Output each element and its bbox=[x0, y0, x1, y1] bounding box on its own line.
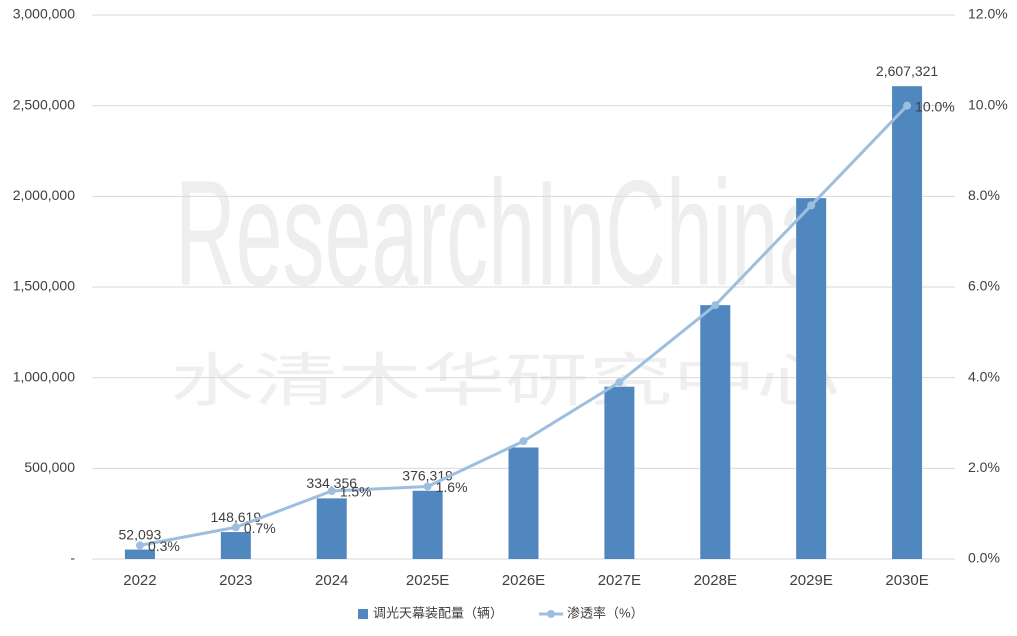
bar bbox=[124, 549, 155, 559]
y-tick-label: 500,000 bbox=[24, 459, 75, 475]
data-label: 2,607,321 bbox=[876, 63, 938, 79]
y2-tick-label: 2.0% bbox=[968, 459, 1000, 475]
x-tick-label: 2024 bbox=[315, 572, 348, 589]
line-marker bbox=[135, 541, 144, 550]
line-marker bbox=[615, 378, 624, 387]
y-tick-label: 1,500,000 bbox=[13, 278, 75, 294]
x-tick-label: 2029E bbox=[789, 572, 832, 589]
data-label: 1.6% bbox=[436, 479, 468, 495]
y2-tick-label: 4.0% bbox=[968, 368, 1000, 384]
y-tick-label: 1,000,000 bbox=[13, 368, 75, 384]
x-tick-label: 2022 bbox=[123, 572, 156, 589]
line-marker bbox=[807, 201, 816, 210]
legend-swatch bbox=[547, 610, 556, 618]
x-tick-label: 2028E bbox=[694, 572, 737, 589]
line-marker bbox=[423, 482, 432, 491]
x-tick-label: 2026E bbox=[502, 572, 545, 589]
legend-label: 渗透率（%） bbox=[567, 605, 644, 620]
bar bbox=[700, 305, 731, 559]
watermark: ResearchInChina bbox=[175, 149, 825, 317]
line-marker bbox=[903, 101, 912, 110]
y2-tick-label: 10.0% bbox=[968, 96, 1008, 112]
x-tick-label: 2030E bbox=[885, 572, 928, 589]
legend-label: 调光天幕装配量（辆） bbox=[373, 605, 503, 620]
data-label: 52,093 bbox=[119, 526, 162, 542]
y-tick-label: - bbox=[70, 550, 75, 566]
y-tick-label: 3,000,000 bbox=[13, 6, 75, 22]
data-label: 0.7% bbox=[244, 520, 276, 536]
x-tick-label: 2023 bbox=[219, 572, 252, 589]
line-marker bbox=[327, 487, 336, 495]
data-label: 0.3% bbox=[148, 538, 180, 554]
y-tick-label: 2,500,000 bbox=[13, 96, 75, 112]
bar bbox=[508, 447, 539, 559]
bar bbox=[220, 532, 251, 559]
y2-tick-label: 8.0% bbox=[968, 187, 1000, 203]
data-label: 334,356 bbox=[306, 475, 357, 491]
line-marker bbox=[711, 301, 720, 310]
line-marker bbox=[231, 523, 240, 532]
x-tick-label: 2027E bbox=[598, 572, 641, 589]
data-label: 148,619 bbox=[211, 509, 262, 525]
data-label: 1.5% bbox=[340, 484, 372, 500]
data-label: 10.0% bbox=[915, 98, 955, 114]
x-tick-label: 2025E bbox=[406, 572, 449, 589]
bar bbox=[892, 86, 923, 559]
bar bbox=[604, 386, 635, 559]
legend-swatch bbox=[358, 609, 368, 619]
y2-tick-label: 6.0% bbox=[968, 278, 1000, 294]
watermark: 水清木华研究中心 bbox=[170, 348, 840, 413]
bar bbox=[316, 498, 347, 559]
y2-tick-label: 0.0% bbox=[968, 550, 1000, 566]
bar bbox=[796, 198, 827, 559]
y2-tick-label: 12.0% bbox=[968, 6, 1008, 22]
y-tick-label: 2,000,000 bbox=[13, 187, 75, 203]
line-marker bbox=[519, 437, 528, 446]
bar bbox=[412, 490, 443, 559]
